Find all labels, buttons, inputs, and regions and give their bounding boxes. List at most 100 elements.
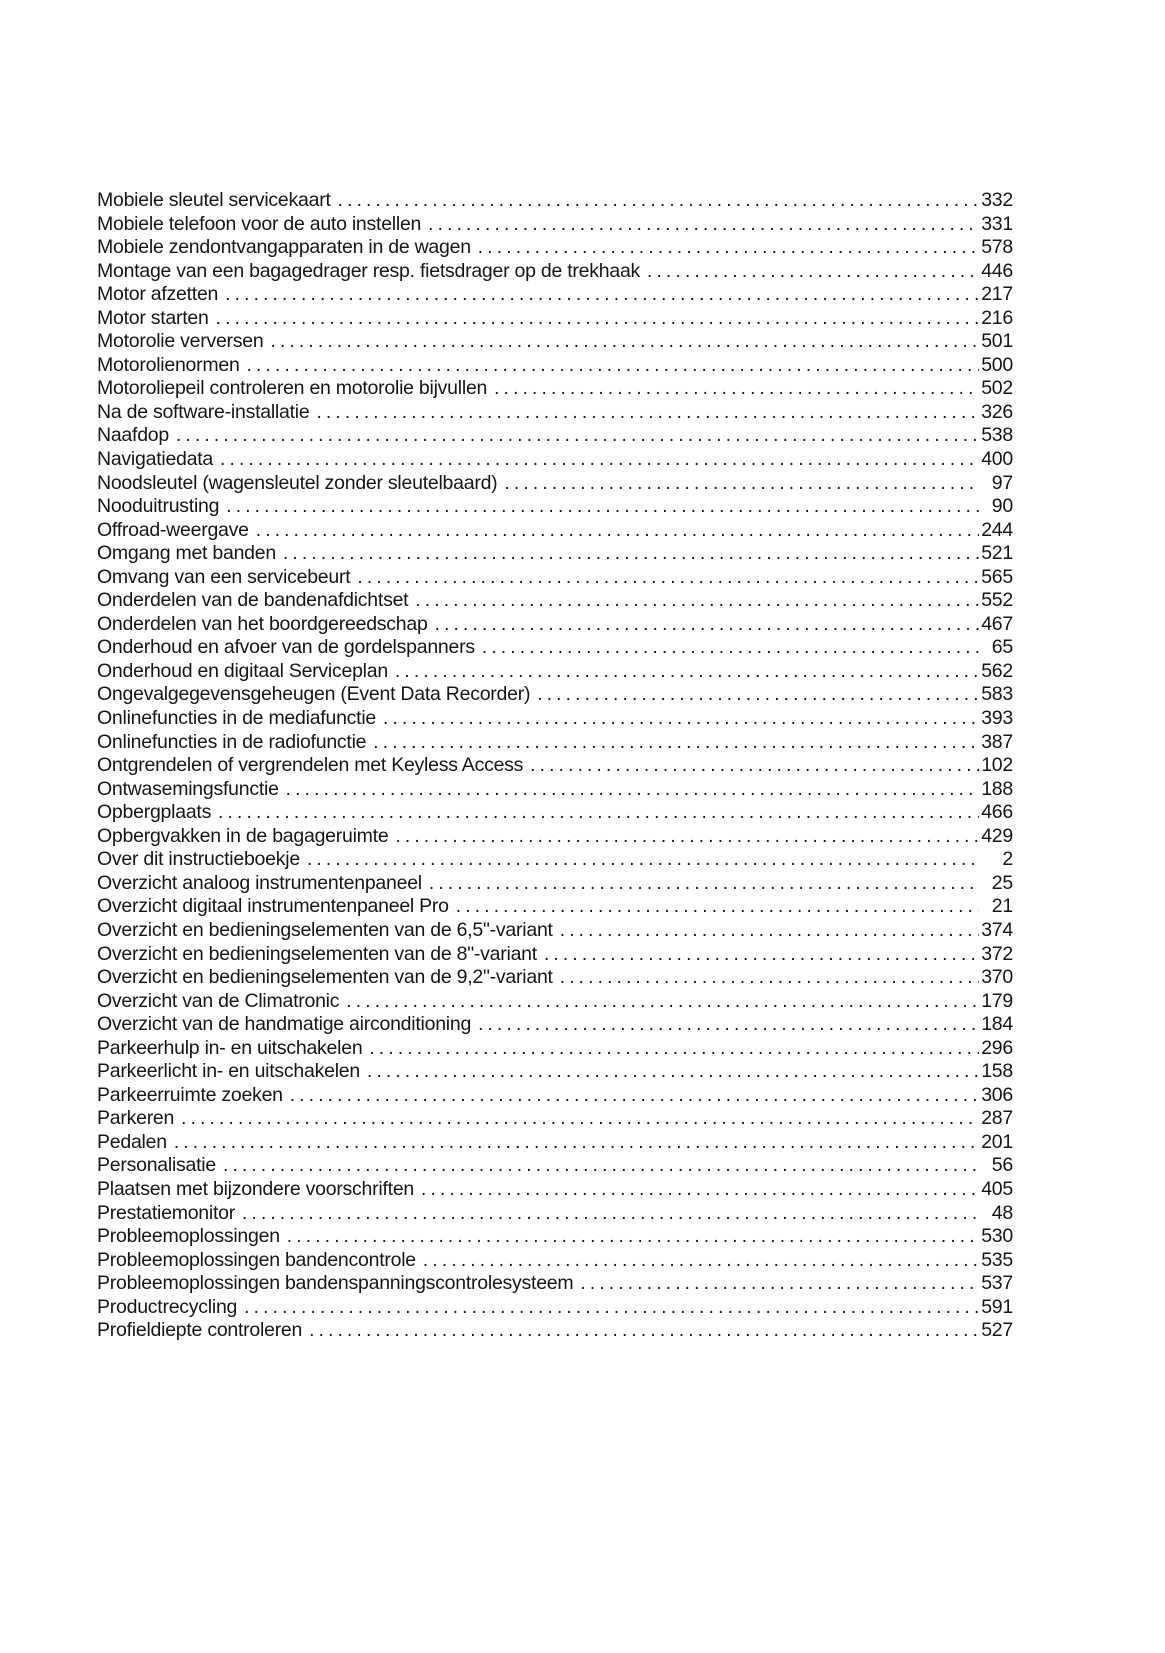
index-entry-title: Probleemoplossingen bandenspanningscontr… [97, 1272, 574, 1295]
index-entry-title: Probleemoplossingen [97, 1225, 280, 1248]
index-entry-page-number: 179 [981, 989, 1013, 1012]
index-entry-row: Motor starten 216 [97, 307, 1013, 331]
dot-leader [225, 283, 979, 307]
dot-leader [244, 1296, 979, 1320]
index-entry-title: Navigatiedata [97, 448, 213, 471]
dot-leader [283, 542, 979, 566]
dot-leader [346, 990, 979, 1014]
index-entry-page-number: 296 [981, 1036, 1013, 1059]
index-entry-page-number: 97 [991, 471, 1013, 494]
dot-leader [287, 1225, 979, 1249]
dot-leader [270, 330, 979, 354]
index-entry-page-number: 287 [981, 1107, 1013, 1130]
index-entry-page-number: 90 [991, 495, 1013, 518]
index-entry-title: Probleemoplossingen bandencontrole [97, 1248, 416, 1271]
index-entry-title: Na de software-installatie [97, 400, 310, 423]
index-entry-page-number: 374 [981, 918, 1013, 941]
index-entry-page-number: 578 [981, 236, 1013, 259]
dot-leader [482, 636, 979, 660]
index-entry-row: Onlinefuncties in de mediafunctie 393 [97, 707, 1013, 731]
index-entry-title: Naafdop [97, 424, 169, 447]
index-entry-page-number: 527 [981, 1319, 1013, 1342]
dot-leader [580, 1272, 979, 1296]
index-entry-page-number: 393 [981, 707, 1013, 730]
index-entry-row: Mobiele telefoon voor de auto instellen … [97, 213, 1013, 237]
index-entry-title: Motorolie verversen [97, 330, 264, 353]
dot-leader [435, 613, 979, 637]
index-entry-page-number: 387 [981, 730, 1013, 753]
index-entry-title: Ontwasemingsfunctie [97, 777, 279, 800]
index-entry-title: Mobiele sleutel servicekaart [97, 189, 331, 211]
index-entry-title: Montage van een bagagedrager resp. fiets… [97, 259, 641, 282]
index-entry-title: Mobiele zendontvangapparaten in de wagen [97, 236, 471, 259]
dot-leader [544, 943, 979, 967]
index-entry-row: Motorolienormen 500 [97, 354, 1013, 378]
index-entry-row: Noodsleutel (wagensleutel zonder sleutel… [97, 472, 1013, 496]
dot-leader [256, 519, 979, 543]
index-entry-page-number: 370 [981, 966, 1013, 989]
index-entry-page-number: 467 [981, 612, 1013, 635]
index-entry-page-number: 2 [1002, 848, 1013, 871]
dot-leader [383, 707, 979, 731]
index-entry-title: Motor afzetten [97, 283, 219, 306]
index-entry-row: Naafdop 538 [97, 424, 1013, 448]
index-entry-title: Parkeerhulp in- en uitschakelen [97, 1036, 363, 1059]
index-entry-title: Opbergplaats [97, 801, 212, 824]
dot-leader [478, 1013, 979, 1037]
index-entry-row: Onderhoud en digitaal Serviceplan 562 [97, 660, 1013, 684]
index-entry-page-number: 201 [981, 1130, 1013, 1153]
index-entry-title: Motorolienormen [97, 353, 240, 376]
dot-leader [429, 872, 979, 896]
dot-leader [415, 589, 979, 613]
index-entry-page-number: 332 [981, 189, 1013, 211]
index-entry-page-number: 188 [981, 777, 1013, 800]
dot-leader [218, 801, 979, 825]
dot-leader [478, 236, 979, 260]
index-entry-row: Personalisatie 56 [97, 1154, 1013, 1178]
index-entry-title: Overzicht en bedieningselementen van de … [97, 918, 553, 941]
index-entry-page-number: 372 [981, 942, 1013, 965]
dot-leader [220, 448, 979, 472]
index-entry-title: Offroad-weergave [97, 518, 249, 541]
index-entry-row: Pedalen 201 [97, 1131, 1013, 1155]
index-entry-title: Ontgrendelen of vergrendelen met Keyless… [97, 754, 524, 777]
dot-leader [181, 1107, 979, 1131]
index-entry-title: Onderdelen van het boordgereedschap [97, 612, 428, 635]
index-entry-row: Nooduitrusting 90 [97, 495, 1013, 519]
index-entry-page-number: 446 [981, 259, 1013, 282]
index-entry-page-number: 102 [981, 754, 1013, 777]
index-entry-page-number: 405 [981, 1177, 1013, 1200]
index-entry-title: Parkeerlicht in- en uitschakelen [97, 1060, 360, 1083]
index-entry-page-number: 565 [981, 565, 1013, 588]
index-entry-page-number: 331 [981, 212, 1013, 235]
index-entry-title: Onlinefuncties in de radiofunctie [97, 730, 367, 753]
index-entry-page-number: 158 [981, 1060, 1013, 1083]
index-entry-row: Overzicht en bedieningselementen van de … [97, 919, 1013, 943]
index-entry-page-number: 530 [981, 1225, 1013, 1248]
index-entry-page-number: 216 [981, 306, 1013, 329]
index-entry-title: Onderhoud en afvoer van de gordelspanner… [97, 636, 475, 659]
dot-leader [504, 472, 979, 496]
dot-leader [216, 307, 979, 331]
index-entry-row: Overzicht analoog instrumentenpaneel 25 [97, 872, 1013, 896]
index-entry-page-number: 552 [981, 589, 1013, 612]
index-entry-title: Overzicht analoog instrumentenpaneel [97, 871, 422, 894]
dot-leader [647, 260, 979, 284]
index-entry-row: Mobiele zendontvangapparaten in de wagen… [97, 236, 1013, 260]
index-entry-row: Onderdelen van het boordgereedschap 467 [97, 613, 1013, 637]
dot-leader [423, 1249, 979, 1273]
dot-leader [395, 660, 979, 684]
index-entry-page-number: 184 [981, 1013, 1013, 1036]
index-entry-page-number: 48 [991, 1201, 1013, 1224]
index-entry-title: Profieldiepte controleren [97, 1319, 303, 1342]
dot-leader [174, 1131, 979, 1155]
index-entry-page-number: 501 [981, 330, 1013, 353]
index-entry-row: Profieldiepte controleren 527 [97, 1319, 1013, 1343]
dot-leader [537, 683, 979, 707]
dot-leader [530, 754, 979, 778]
dot-leader [494, 377, 979, 401]
index-entry-page-number: 326 [981, 400, 1013, 423]
index-entry-title: Overzicht en bedieningselementen van de … [97, 966, 553, 989]
index-entry-row: Motoroliepeil controleren en motorolie b… [97, 377, 1013, 401]
